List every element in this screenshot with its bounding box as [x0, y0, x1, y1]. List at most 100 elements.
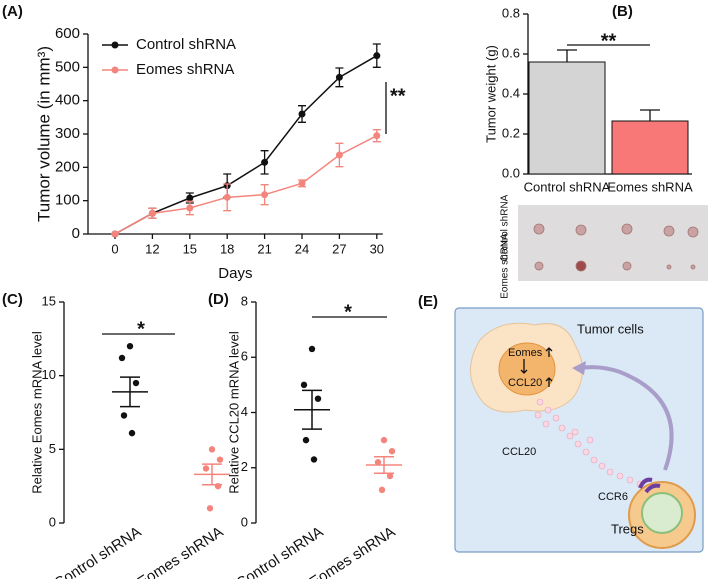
tumor-label: Tumor cells: [577, 321, 644, 336]
y-axis-title: Tumor volume (in mm³): [34, 46, 53, 222]
annotation: **: [601, 30, 617, 52]
legend-marker: [111, 66, 119, 74]
ccr6-label: CCR6: [598, 491, 628, 503]
point: [214, 482, 222, 490]
point: [118, 354, 126, 362]
annotation: **: [390, 85, 406, 107]
y-tick-label: 0: [241, 514, 248, 529]
y-tick-label: 100: [55, 192, 80, 209]
point: [216, 456, 224, 463]
legend-label: Eomes shRNA: [136, 61, 234, 78]
y-tick-label: 2: [241, 459, 248, 474]
y-tick-label: 6: [241, 349, 248, 364]
y-tick-label: 0.4: [502, 85, 520, 100]
ccl20-label: CCL20: [502, 446, 536, 458]
point: [310, 456, 318, 463]
point: [373, 52, 381, 60]
y-tick-label: 0.2: [502, 125, 520, 140]
y-tick-label: 0: [49, 514, 56, 529]
tumor-photo-items: [533, 223, 699, 272]
x-tick-label: 12: [145, 241, 159, 256]
x-tick-label: 21: [257, 241, 271, 256]
sem-bar: [120, 376, 140, 408]
y-tick-label: 15: [42, 293, 56, 308]
point: [120, 412, 128, 419]
y-tick-label: 4: [241, 404, 248, 419]
sem-bar: [202, 463, 222, 486]
point: [148, 209, 156, 217]
point: [374, 459, 382, 466]
legend-marker: [111, 41, 119, 49]
y-axis-title: Relative Eomes mRNA level: [29, 331, 44, 494]
ccr6-receptor: [638, 477, 661, 494]
error-bar: [557, 49, 577, 62]
sem-bar: [302, 389, 322, 430]
point: [111, 230, 119, 238]
point: [335, 151, 343, 159]
point: [206, 505, 214, 512]
point: [186, 194, 194, 202]
bar: [611, 120, 689, 175]
y-tick-label: 10: [42, 367, 56, 382]
arrows: [520, 347, 553, 387]
y-tick-label: 0.8: [502, 5, 520, 20]
x-tick-label: 15: [183, 241, 197, 256]
point: [298, 179, 306, 187]
point: [132, 379, 140, 387]
photo-row-label: Control shRNA: [500, 194, 511, 261]
point: [202, 465, 210, 472]
eomes-label: Eomes: [508, 347, 543, 359]
nucleus: [498, 342, 556, 396]
y-tick-label: 5: [49, 441, 56, 456]
photo-row-label: Eomes shRNA: [500, 233, 511, 299]
sem-bar: [374, 455, 394, 475]
y-tick-label: 600: [55, 25, 80, 42]
tregs-label: Tregs: [611, 521, 644, 536]
point: [302, 436, 310, 444]
point: [300, 381, 308, 389]
x-tick-label: 0: [111, 241, 118, 256]
point: [261, 158, 269, 166]
point: [380, 436, 388, 444]
x-axis-title: Days: [218, 265, 252, 282]
y-tick-label: 200: [55, 158, 80, 175]
x-tick-label: 30: [370, 241, 384, 256]
point: [261, 191, 269, 199]
y-tick-label: 300: [55, 125, 80, 142]
point: [186, 204, 194, 212]
x-tick-label: Eomes shRNA: [607, 179, 693, 194]
x-tick-label: 24: [295, 241, 309, 256]
panel-label: (E): [418, 293, 438, 310]
point: [386, 472, 394, 480]
point: [128, 429, 136, 437]
x-tick-label: Control shRNA: [524, 179, 611, 194]
x-tick-label: Eomes shRNA: [135, 523, 227, 579]
point: [126, 343, 134, 350]
y-tick-label: 0.6: [502, 45, 520, 60]
annotation: *: [137, 318, 145, 340]
annotation: *: [344, 301, 352, 323]
x-tick-label: 27: [332, 241, 346, 256]
point: [208, 446, 216, 453]
x-tick-label: 18: [220, 241, 234, 256]
panel-label: (B): [612, 3, 633, 20]
y-tick-label: 0: [72, 225, 80, 242]
tumor-photo: [518, 205, 708, 281]
bar: [528, 61, 606, 175]
arrow-head: [572, 361, 586, 375]
series-line: [114, 135, 378, 235]
point: [388, 447, 396, 455]
point: [314, 395, 322, 402]
x-tick-label: Control shRNA: [233, 523, 326, 579]
point: [298, 110, 306, 118]
panel-label: (D): [208, 291, 229, 308]
y-tick-label: 0.0: [502, 165, 520, 180]
ccl20-particles: [534, 398, 644, 488]
y-axis-title: Tumor weight (g): [483, 45, 498, 143]
legend-label: Control shRNA: [136, 36, 236, 53]
y-axis-title: Relative CCL20 mRNA level: [226, 331, 241, 494]
point: [223, 193, 231, 201]
point: [308, 345, 316, 353]
treg-nucleus: [641, 492, 683, 534]
